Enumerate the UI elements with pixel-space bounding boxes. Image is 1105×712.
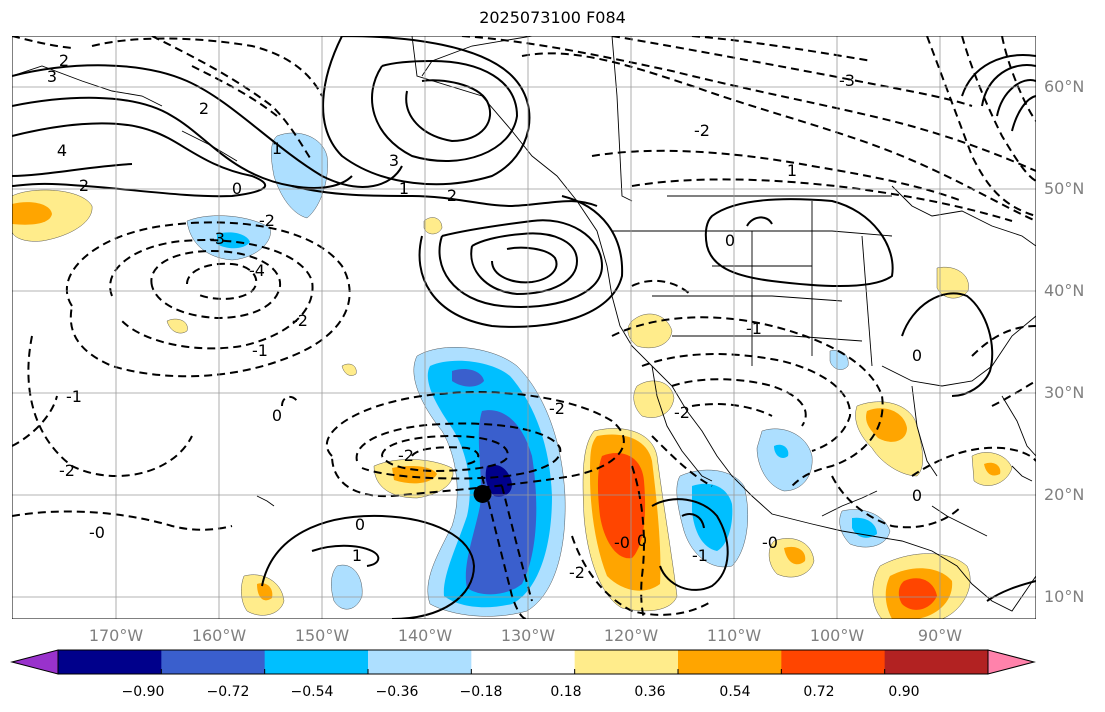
contour-label: -2 (259, 211, 275, 230)
contour-label: 0 (355, 515, 365, 534)
contour-label: 2 (447, 186, 457, 205)
contour-label: 4 (57, 141, 67, 160)
lon-label-100w: 100°W (809, 626, 865, 645)
contour-label: 1 (399, 179, 409, 198)
contour-label: -2 (59, 461, 75, 480)
contour-label: 1 (787, 161, 797, 180)
contour-label: 2 (79, 176, 89, 195)
coastlines (12, 36, 1036, 612)
lon-label-140w: 140°W (397, 626, 453, 645)
shaded-field (12, 132, 1013, 619)
colorbar-tick-label: −0.18 (459, 684, 503, 700)
colorbar (10, 649, 1036, 675)
colorbar-tick-label: 0.54 (719, 684, 751, 700)
contour-label: -2 (398, 446, 414, 465)
lat-label-30n: 30°N (1044, 383, 1085, 402)
colorbar-border (57, 649, 989, 675)
colorbar-segment (471, 650, 576, 674)
contour-label: -0 (614, 533, 630, 552)
contour-label: 3 (389, 151, 399, 170)
lon-label-90w: 90°W (917, 626, 963, 645)
contour-label: 3 (47, 67, 57, 86)
contour-label: 0 (725, 231, 735, 250)
colorbar-segment (161, 650, 266, 674)
contour-label: 0 (232, 179, 242, 198)
lon-label-110w: 110°W (706, 626, 762, 645)
contour-label: -0 (762, 533, 778, 552)
storm-center-marker (473, 484, 492, 503)
colorbar-segment (264, 650, 369, 674)
colorbar-tick-label: −0.72 (206, 684, 250, 700)
contour-label: 0 (912, 486, 922, 505)
colorbar-segment (574, 650, 679, 674)
lat-label-60n: 60°N (1044, 77, 1085, 96)
contour-label: -0 (89, 523, 105, 542)
colorbar-extend-low (10, 649, 59, 675)
colorbar-tick-label: 0.36 (634, 684, 666, 700)
lon-label-160w: 160°W (191, 626, 247, 645)
colorbar-tick-label: 0.18 (550, 684, 582, 700)
contour-label: -1 (692, 546, 708, 565)
contour-label: -1 (746, 319, 762, 338)
contour-label: 2 (199, 99, 209, 118)
lat-label-50n: 50°N (1044, 179, 1085, 198)
colorbar-segment (368, 650, 472, 674)
lon-label-150w: 150°W (294, 626, 350, 645)
lat-label-20n: 20°N (1044, 485, 1085, 504)
lat-label-40n: 40°N (1044, 281, 1085, 300)
contour-label: -2 (549, 399, 565, 418)
lon-label-120w: 120°W (603, 626, 659, 645)
colorbar-tick-label: −0.54 (290, 684, 334, 700)
colorbar-segment (678, 650, 782, 674)
colorbar-extend-high (987, 649, 1036, 675)
map-panel: 2 3 4 2 0 1 2 3 2 -2 -3 -4 -2 -1 1 -2 0 … (12, 36, 1036, 619)
colorbar-segment (58, 650, 162, 674)
graticule (12, 36, 1036, 619)
contour-label: 1 (272, 139, 282, 158)
contour-label: -2 (292, 311, 308, 330)
positive-contours (12, 36, 1036, 619)
map-title: 2025073100 F084 (479, 8, 626, 27)
colorbar-segment (781, 650, 886, 674)
colorbar-segment (884, 650, 989, 674)
contour-label: 1 (352, 546, 362, 565)
contour-label: -2 (694, 121, 710, 140)
contour-label: 0 (912, 346, 922, 365)
contour-label: -1 (66, 387, 82, 406)
contour-label: -3 (839, 71, 855, 90)
lon-label-130w: 130°W (500, 626, 556, 645)
contour-label: -1 (252, 341, 268, 360)
lat-label-10n: 10°N (1044, 587, 1085, 606)
contour-label: -3 (209, 229, 225, 248)
contour-label: 0 (637, 531, 647, 550)
colorbar-tick-label: 0.72 (803, 684, 835, 700)
contour-labels: 2 3 4 2 0 1 2 3 2 -2 -3 -4 -2 -1 1 -2 0 … (47, 51, 922, 582)
contour-label: -2 (569, 563, 585, 582)
lon-label-170w: 170°W (88, 626, 144, 645)
contour-label: 0 (272, 406, 282, 425)
negative-contours (12, 36, 1036, 619)
colorbar-tick-label: 0.90 (888, 684, 920, 700)
contour-label: 2 (59, 51, 69, 70)
colorbar-tick-label: −0.90 (121, 684, 165, 700)
contour-label: -4 (249, 261, 265, 280)
colorbar-tick-label: −0.36 (375, 684, 419, 700)
contour-label: -2 (674, 403, 690, 422)
